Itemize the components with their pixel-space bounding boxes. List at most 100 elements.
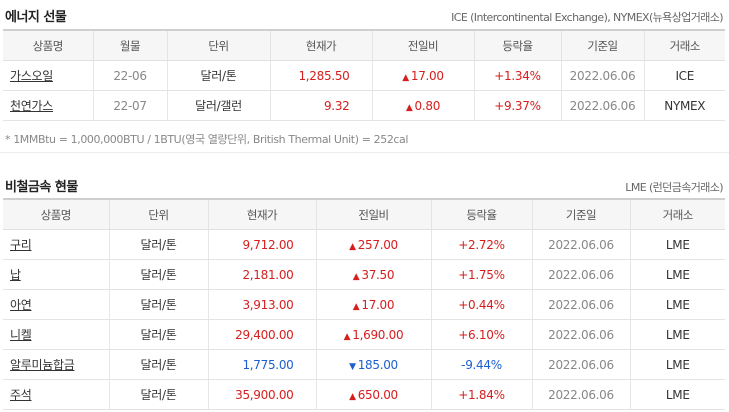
change-cell: ▲ 0.80	[371, 90, 474, 121]
commodity-name-cell: 니켈	[3, 319, 109, 350]
column-header: 단위	[108, 199, 208, 230]
commodity-name-cell: 알루미늄합금	[3, 349, 109, 380]
unit-cell: 달러/갤런	[166, 90, 270, 121]
up-arrow-icon: ▲	[349, 241, 356, 252]
commodity-link[interactable]: 니켈	[10, 328, 32, 342]
metals-section-title: 비철금속 현물	[5, 180, 78, 195]
change-value: 1,690.00	[352, 327, 404, 342]
table-row: 주석 달러/톤 35,900.00 ▲ 650.00 +1.84% 2022.06.06 LM…	[3, 379, 725, 410]
column-header: 등락율	[430, 199, 532, 230]
btu-footnote: * 1MMBtu = 1,000,000BTU / 1BTU(영국 열량단위, …	[5, 133, 409, 146]
commodity-name-cell: 주석	[3, 379, 109, 410]
change-value: 257.00	[357, 237, 399, 252]
column-header: 전일비	[371, 30, 474, 61]
metals-table-header: 상품명 단위 현재가 전일비 등락율 기준일 거래소	[3, 199, 725, 230]
commodity-link[interactable]: 알루미늄합금	[10, 358, 75, 372]
commodity-link[interactable]: 아연	[10, 298, 32, 312]
table-row: 아연 달러/톤 3,913.00 ▲ 17.00 +0.44% 2022.06.06 LME	[3, 289, 725, 320]
column-header: 상품명	[3, 30, 93, 61]
table-row: 가스오일 22-06 달러/톤 1,285.50 ▲ 17.00 +1.34% 2022.06…	[3, 60, 725, 91]
commodity-link[interactable]: 구리	[10, 238, 32, 252]
change-rate: +1.34%	[473, 60, 561, 91]
commodity-link[interactable]: 납	[10, 268, 21, 282]
column-header: 등락율	[473, 30, 561, 61]
exchange-cell: NYMEX	[643, 90, 725, 121]
current-price: 2,181.00	[207, 259, 316, 290]
current-price: 29,400.00	[207, 319, 316, 350]
change-value: 17.00	[410, 68, 444, 83]
change-cell: ▲ 1,690.00	[315, 319, 431, 350]
table-row: 구리 달러/톤 9,712.00 ▲ 257.00 +2.72% 2022.06.06 LME	[3, 229, 725, 260]
current-price: 1,775.00	[207, 349, 316, 380]
change-cell: ▼ 185.00	[315, 349, 431, 380]
section-divider	[0, 152, 729, 153]
current-price: 35,900.00	[207, 379, 316, 410]
column-header: 전일비	[315, 199, 431, 230]
change-rate: -9.44%	[430, 349, 532, 380]
change-rate: +1.75%	[430, 259, 532, 290]
up-arrow-icon: ▲	[352, 301, 360, 312]
energy-table-header: 상품명 월물 단위 현재가 전일비 등락율 기준일 거래소	[3, 30, 725, 61]
up-arrow-icon: ▲	[352, 271, 360, 282]
up-arrow-icon: ▲	[405, 102, 413, 113]
change-value: 0.80	[414, 98, 441, 113]
commodity-link[interactable]: 가스오일	[10, 69, 53, 83]
commodity-name-cell: 천연가스	[3, 90, 93, 121]
column-header: 상품명	[3, 199, 109, 230]
change-rate: +1.84%	[430, 379, 532, 410]
exchange-cell: LME	[629, 319, 725, 350]
unit-cell: 달러/톤	[108, 319, 208, 350]
change-value: 185.00	[357, 357, 399, 372]
unit-cell: 달러/톤	[108, 289, 208, 320]
column-header: 거래소	[629, 199, 725, 230]
column-header: 단위	[166, 30, 270, 61]
base-date: 2022.06.06	[560, 60, 644, 91]
change-value: 37.50	[361, 267, 395, 282]
column-header: 현재가	[207, 199, 316, 230]
change-cell: ▲ 257.00	[315, 229, 431, 260]
unit-cell: 달러/톤	[166, 60, 270, 91]
change-cell: ▲ 17.00	[315, 289, 431, 320]
commodity-link[interactable]: 천연가스	[10, 99, 53, 113]
contract-month: 22-07	[92, 90, 167, 121]
change-rate: +0.44%	[430, 289, 532, 320]
column-header: 월물	[92, 30, 167, 61]
table-row: 니켈 달러/톤 29,400.00 ▲ 1,690.00 +6.10% 2022.06.06…	[3, 319, 725, 350]
exchange-cell: LME	[629, 289, 725, 320]
commodity-name-cell: 구리	[3, 229, 109, 260]
down-arrow-icon: ▼	[349, 361, 356, 372]
change-rate: +2.72%	[430, 229, 532, 260]
current-price: 1,285.50	[269, 60, 372, 91]
exchange-cell: ICE	[643, 60, 725, 91]
metals-table: 상품명 단위 현재가 전일비 등락율 기준일 거래소 구리 달러/톤 9,712.00 ▲ 257.…	[3, 198, 725, 410]
base-date: 2022.06.06	[531, 289, 630, 320]
energy-section-header: 에너지 선물 ICE (Intercontinental Exchange), …	[0, 6, 729, 26]
contract-month: 22-06	[92, 60, 167, 91]
energy-table: 상품명 월물 단위 현재가 전일비 등락율 기준일 거래소 가스오일 22-06 달러/톤 1,28…	[3, 29, 725, 121]
commodity-name-cell: 가스오일	[3, 60, 93, 91]
base-date: 2022.06.06	[531, 259, 630, 290]
change-rate: +9.37%	[473, 90, 561, 121]
unit-cell: 달러/톤	[108, 229, 208, 260]
energy-source: ICE (Intercontinental Exchange), NYMEX(뉴…	[451, 11, 723, 24]
up-arrow-icon: ▲	[343, 331, 351, 342]
exchange-cell: LME	[629, 229, 725, 260]
exchange-cell: LME	[629, 379, 725, 410]
column-header: 거래소	[643, 30, 725, 61]
change-value: 17.00	[361, 297, 395, 312]
change-cell: ▲ 17.00	[371, 60, 474, 91]
base-date: 2022.06.06	[560, 90, 644, 121]
unit-cell: 달러/톤	[108, 349, 208, 380]
base-date: 2022.06.06	[531, 379, 630, 410]
commodity-link[interactable]: 주석	[10, 388, 32, 402]
commodity-name-cell: 아연	[3, 289, 109, 320]
change-cell: ▲ 650.00	[315, 379, 431, 410]
table-row: 납 달러/톤 2,181.00 ▲ 37.50 +1.75% 2022.06.06 LME	[3, 259, 725, 290]
table-row: 알루미늄합금 달러/톤 1,775.00 ▼ 185.00 -9.44% 2022.06.0…	[3, 349, 725, 380]
column-header: 기준일	[560, 30, 644, 61]
column-header: 기준일	[531, 199, 630, 230]
current-price: 3,913.00	[207, 289, 316, 320]
unit-cell: 달러/톤	[108, 259, 208, 290]
metals-source: LME (런던금속거래소)	[625, 181, 723, 194]
exchange-cell: LME	[629, 259, 725, 290]
